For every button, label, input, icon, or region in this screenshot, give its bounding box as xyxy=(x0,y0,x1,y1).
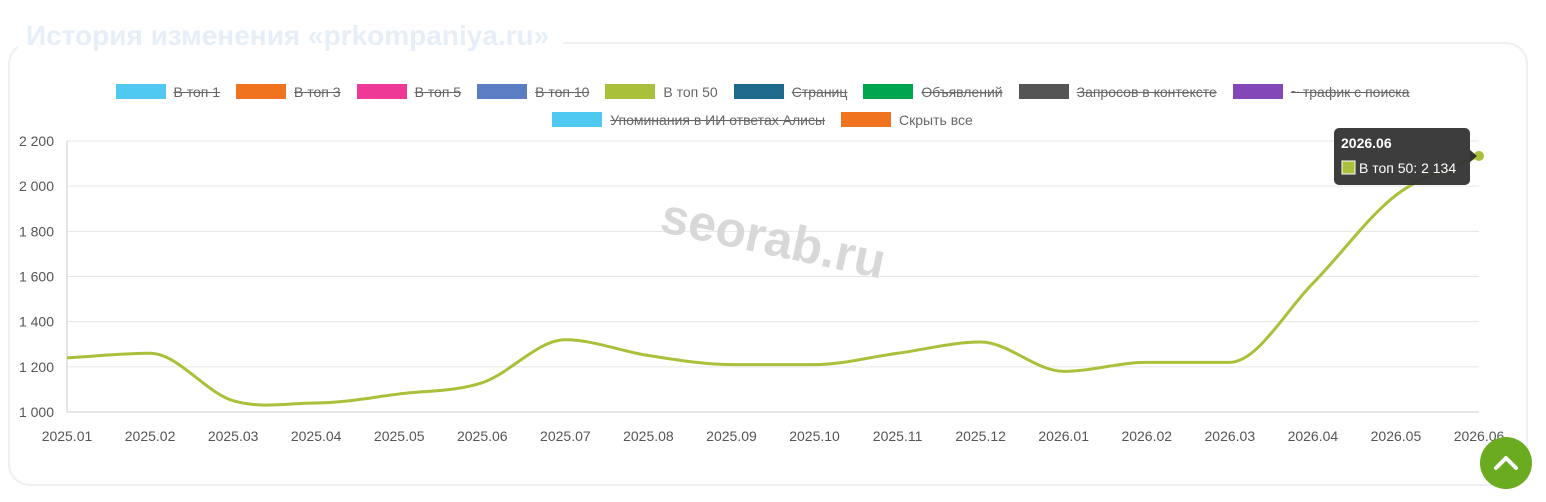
legend-swatch xyxy=(605,84,656,99)
legend: В топ 1 В топ 3 В топ 5 В топ 10 В топ 50 Стр… xyxy=(95,83,1430,128)
legend-label: В топ 5 xyxy=(414,83,462,100)
legend-swatch xyxy=(1232,84,1283,99)
x-tick-label: 2026.02 xyxy=(1121,428,1172,444)
legend-item[interactable]: ~ трафик с поиска xyxy=(1232,83,1410,100)
x-tick-label: 2025.11 xyxy=(873,428,923,444)
legend-swatch xyxy=(356,84,407,99)
x-tick-label: 2025.06 xyxy=(457,428,508,444)
legend-label: Скрыть все xyxy=(899,111,973,128)
tooltip-swatch xyxy=(1341,160,1356,175)
hide-all-button[interactable]: Скрыть все xyxy=(841,111,973,128)
y-tick-label: 1 200 xyxy=(19,359,54,375)
y-tick-label: 2 200 xyxy=(19,133,54,149)
legend-label: В топ 50 xyxy=(663,83,718,100)
x-tick-label: 2025.02 xyxy=(125,428,176,444)
tooltip-text: В топ 50: 2 134 xyxy=(1359,160,1456,176)
card-title: История изменения «prkompaniya.ru» xyxy=(18,20,564,52)
legend-label: В топ 3 xyxy=(294,83,341,100)
legend-swatch xyxy=(115,84,166,99)
legend-swatch xyxy=(733,84,784,99)
legend-item[interactable]: В топ 5 xyxy=(356,83,462,100)
x-tick-label: 2025.04 xyxy=(291,428,342,444)
legend-label: Страниц xyxy=(791,83,848,100)
tooltip: 2026.06 В топ 50: 2 134 xyxy=(1334,128,1477,185)
x-tick-label: 2026.03 xyxy=(1205,428,1256,444)
legend-item[interactable]: В топ 50 xyxy=(605,83,718,100)
card xyxy=(8,42,1528,486)
x-tick-label: 2025.08 xyxy=(623,428,674,444)
legend-label: Запросов в контексте xyxy=(1076,83,1217,100)
tooltip-box xyxy=(1334,128,1470,185)
legend-swatch xyxy=(236,84,287,99)
legend-item[interactable]: Страниц xyxy=(733,83,848,100)
legend-swatch xyxy=(863,84,914,99)
watermark: seorab.ru xyxy=(656,187,891,289)
x-tick-label: 2025.05 xyxy=(374,428,425,444)
x-tick-label: 2025.03 xyxy=(208,428,259,444)
line xyxy=(66,154,1480,407)
legend-item[interactable]: В топ 3 xyxy=(236,83,341,100)
tooltip-title: 2026.06 xyxy=(1341,135,1392,151)
legend-label: В топ 1 xyxy=(173,83,221,100)
legend-label: Упоминания в ИИ ответах Алисы xyxy=(610,111,826,128)
legend-swatch xyxy=(552,112,603,127)
scroll-up-button[interactable] xyxy=(1480,437,1532,489)
y-tick-label: 1 000 xyxy=(19,404,54,420)
x-tick-label: 2026.01 xyxy=(1038,428,1089,444)
legend-item[interactable]: Упоминания в ИИ ответах Алисы xyxy=(552,111,826,128)
x-tick-label: 2026.04 xyxy=(1288,428,1339,444)
y-tick-label: 1 400 xyxy=(19,314,54,330)
legend-item[interactable]: Запросов в контексте xyxy=(1018,83,1217,100)
legend-label: ~ трафик с поиска xyxy=(1290,83,1410,100)
x-tick-label: 2025.07 xyxy=(540,428,591,444)
y-tick-label: 2 000 xyxy=(19,178,54,194)
scroll-up-icon xyxy=(1494,456,1518,470)
legend-swatch xyxy=(477,84,528,99)
x-tick-label: 2025.12 xyxy=(955,428,1006,444)
x-tick-label: 2025.10 xyxy=(789,428,840,444)
legend-item[interactable]: В топ 1 xyxy=(115,83,221,100)
legend-label: В топ 10 xyxy=(535,83,590,100)
legend-item[interactable]: В топ 10 xyxy=(477,83,590,100)
x-tick-label: 2025.09 xyxy=(706,428,757,444)
hover-point xyxy=(1474,150,1484,161)
x-tick-label: 2026.05 xyxy=(1371,428,1422,444)
tooltip-arrow xyxy=(1470,150,1477,162)
legend-swatch xyxy=(1018,84,1069,99)
legend-item[interactable]: Объявлений xyxy=(863,83,1003,100)
x-tick-label: 2025.01 xyxy=(42,428,93,444)
legend-swatch xyxy=(841,112,892,127)
y-tick-label: 1 800 xyxy=(19,223,54,239)
y-tick-label: 1 600 xyxy=(19,269,54,285)
legend-label: Объявлений xyxy=(921,83,1003,100)
